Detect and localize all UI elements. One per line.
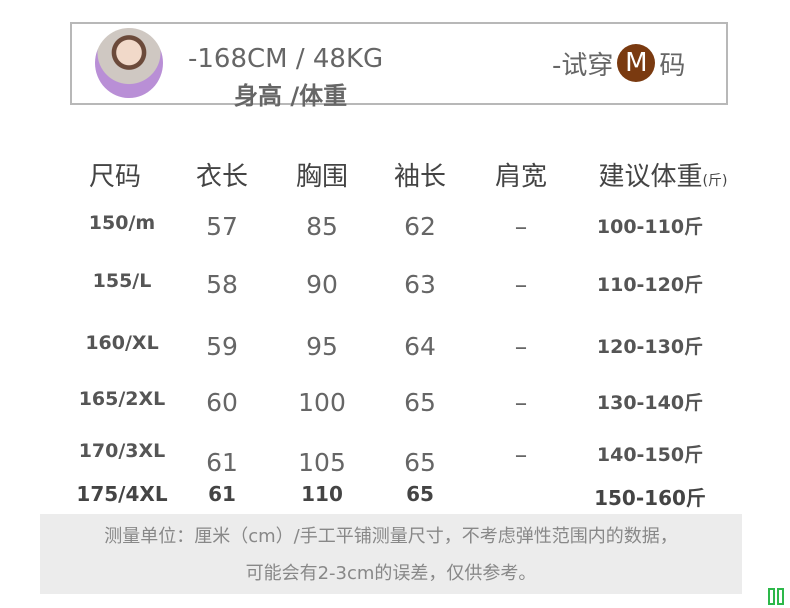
cell-shoulder: –: [514, 388, 528, 417]
cell-shoulder: –: [514, 270, 528, 299]
cell-weight: 150-160斤: [594, 486, 706, 510]
cell-chest: 85: [306, 212, 338, 241]
header-sleeve: 袖长: [393, 162, 447, 192]
cell-sleeve: 65: [404, 388, 436, 417]
try-prefix: -试穿: [552, 50, 614, 81]
cell-length: 61: [208, 482, 236, 506]
cell-length: 58: [206, 270, 238, 299]
cell-sleeve: 65: [404, 448, 436, 477]
header-length: 衣长: [195, 162, 249, 192]
header-shoulder: 肩宽: [494, 162, 548, 192]
model-try-size: -试穿 M 码: [552, 44, 685, 82]
cell-weight: 110-120斤: [596, 274, 704, 296]
cell-shoulder: –: [514, 332, 528, 361]
note-line-2: 可能会有2-3cm的误差，仅供参考。: [245, 563, 537, 584]
note-line-1: 测量单位：厘米（cm）/手工平铺测量尺寸，不考虑弹性范围内的数据，: [104, 526, 678, 547]
cell-sleeve: 64: [404, 332, 436, 361]
cell-size: 165/2XL: [78, 388, 166, 410]
model-height-weight-label: 身高 /体重: [234, 82, 348, 110]
cell-size: 170/3XL: [78, 440, 166, 462]
cell-weight: 120-130斤: [596, 336, 704, 358]
cell-weight: 130-140斤: [596, 392, 704, 414]
cell-sleeve: 63: [404, 270, 436, 299]
cell-chest: 110: [301, 482, 343, 506]
header-chest: 胸围: [295, 162, 349, 192]
cell-size: 150/m: [88, 212, 156, 234]
header-weight-text: 建议体重: [598, 162, 703, 192]
cell-size: 155/L: [92, 270, 152, 292]
cell-chest: 95: [306, 332, 338, 361]
cell-length: 57: [206, 212, 238, 241]
missing-glyph-icon: [768, 588, 775, 605]
cell-chest: 100: [298, 388, 346, 417]
cell-chest: 90: [306, 270, 338, 299]
cell-length: 60: [206, 388, 238, 417]
cell-sleeve: 62: [404, 212, 436, 241]
weight-unit: (斤): [702, 173, 728, 189]
cell-length: 59: [206, 332, 238, 361]
cell-sleeve: 65: [406, 482, 434, 506]
header-weight: 建议体重(斤): [599, 156, 728, 193]
cell-weight: 140-150斤: [596, 444, 704, 466]
cell-size: 160/XL: [85, 332, 159, 354]
cell-weight: 100-110斤: [596, 216, 704, 238]
model-info-box: [70, 22, 728, 105]
cell-chest: 105: [298, 448, 346, 477]
cell-shoulder: –: [514, 212, 528, 241]
cell-size: 175/4XL: [76, 482, 168, 506]
model-avatar: [95, 28, 163, 98]
missing-glyph-icon: [777, 588, 784, 605]
try-size-badge: M: [617, 44, 656, 82]
measurement-note: 测量单位：厘米（cm）/手工平铺测量尺寸，不考虑弹性范围内的数据， 可能会有2-…: [40, 514, 742, 594]
try-suffix: 码: [659, 50, 686, 81]
model-height-weight: -168CM / 48KG: [188, 44, 384, 74]
cell-length: 61: [206, 448, 238, 477]
header-size: 尺码: [88, 162, 142, 192]
cell-shoulder: –: [514, 440, 528, 469]
